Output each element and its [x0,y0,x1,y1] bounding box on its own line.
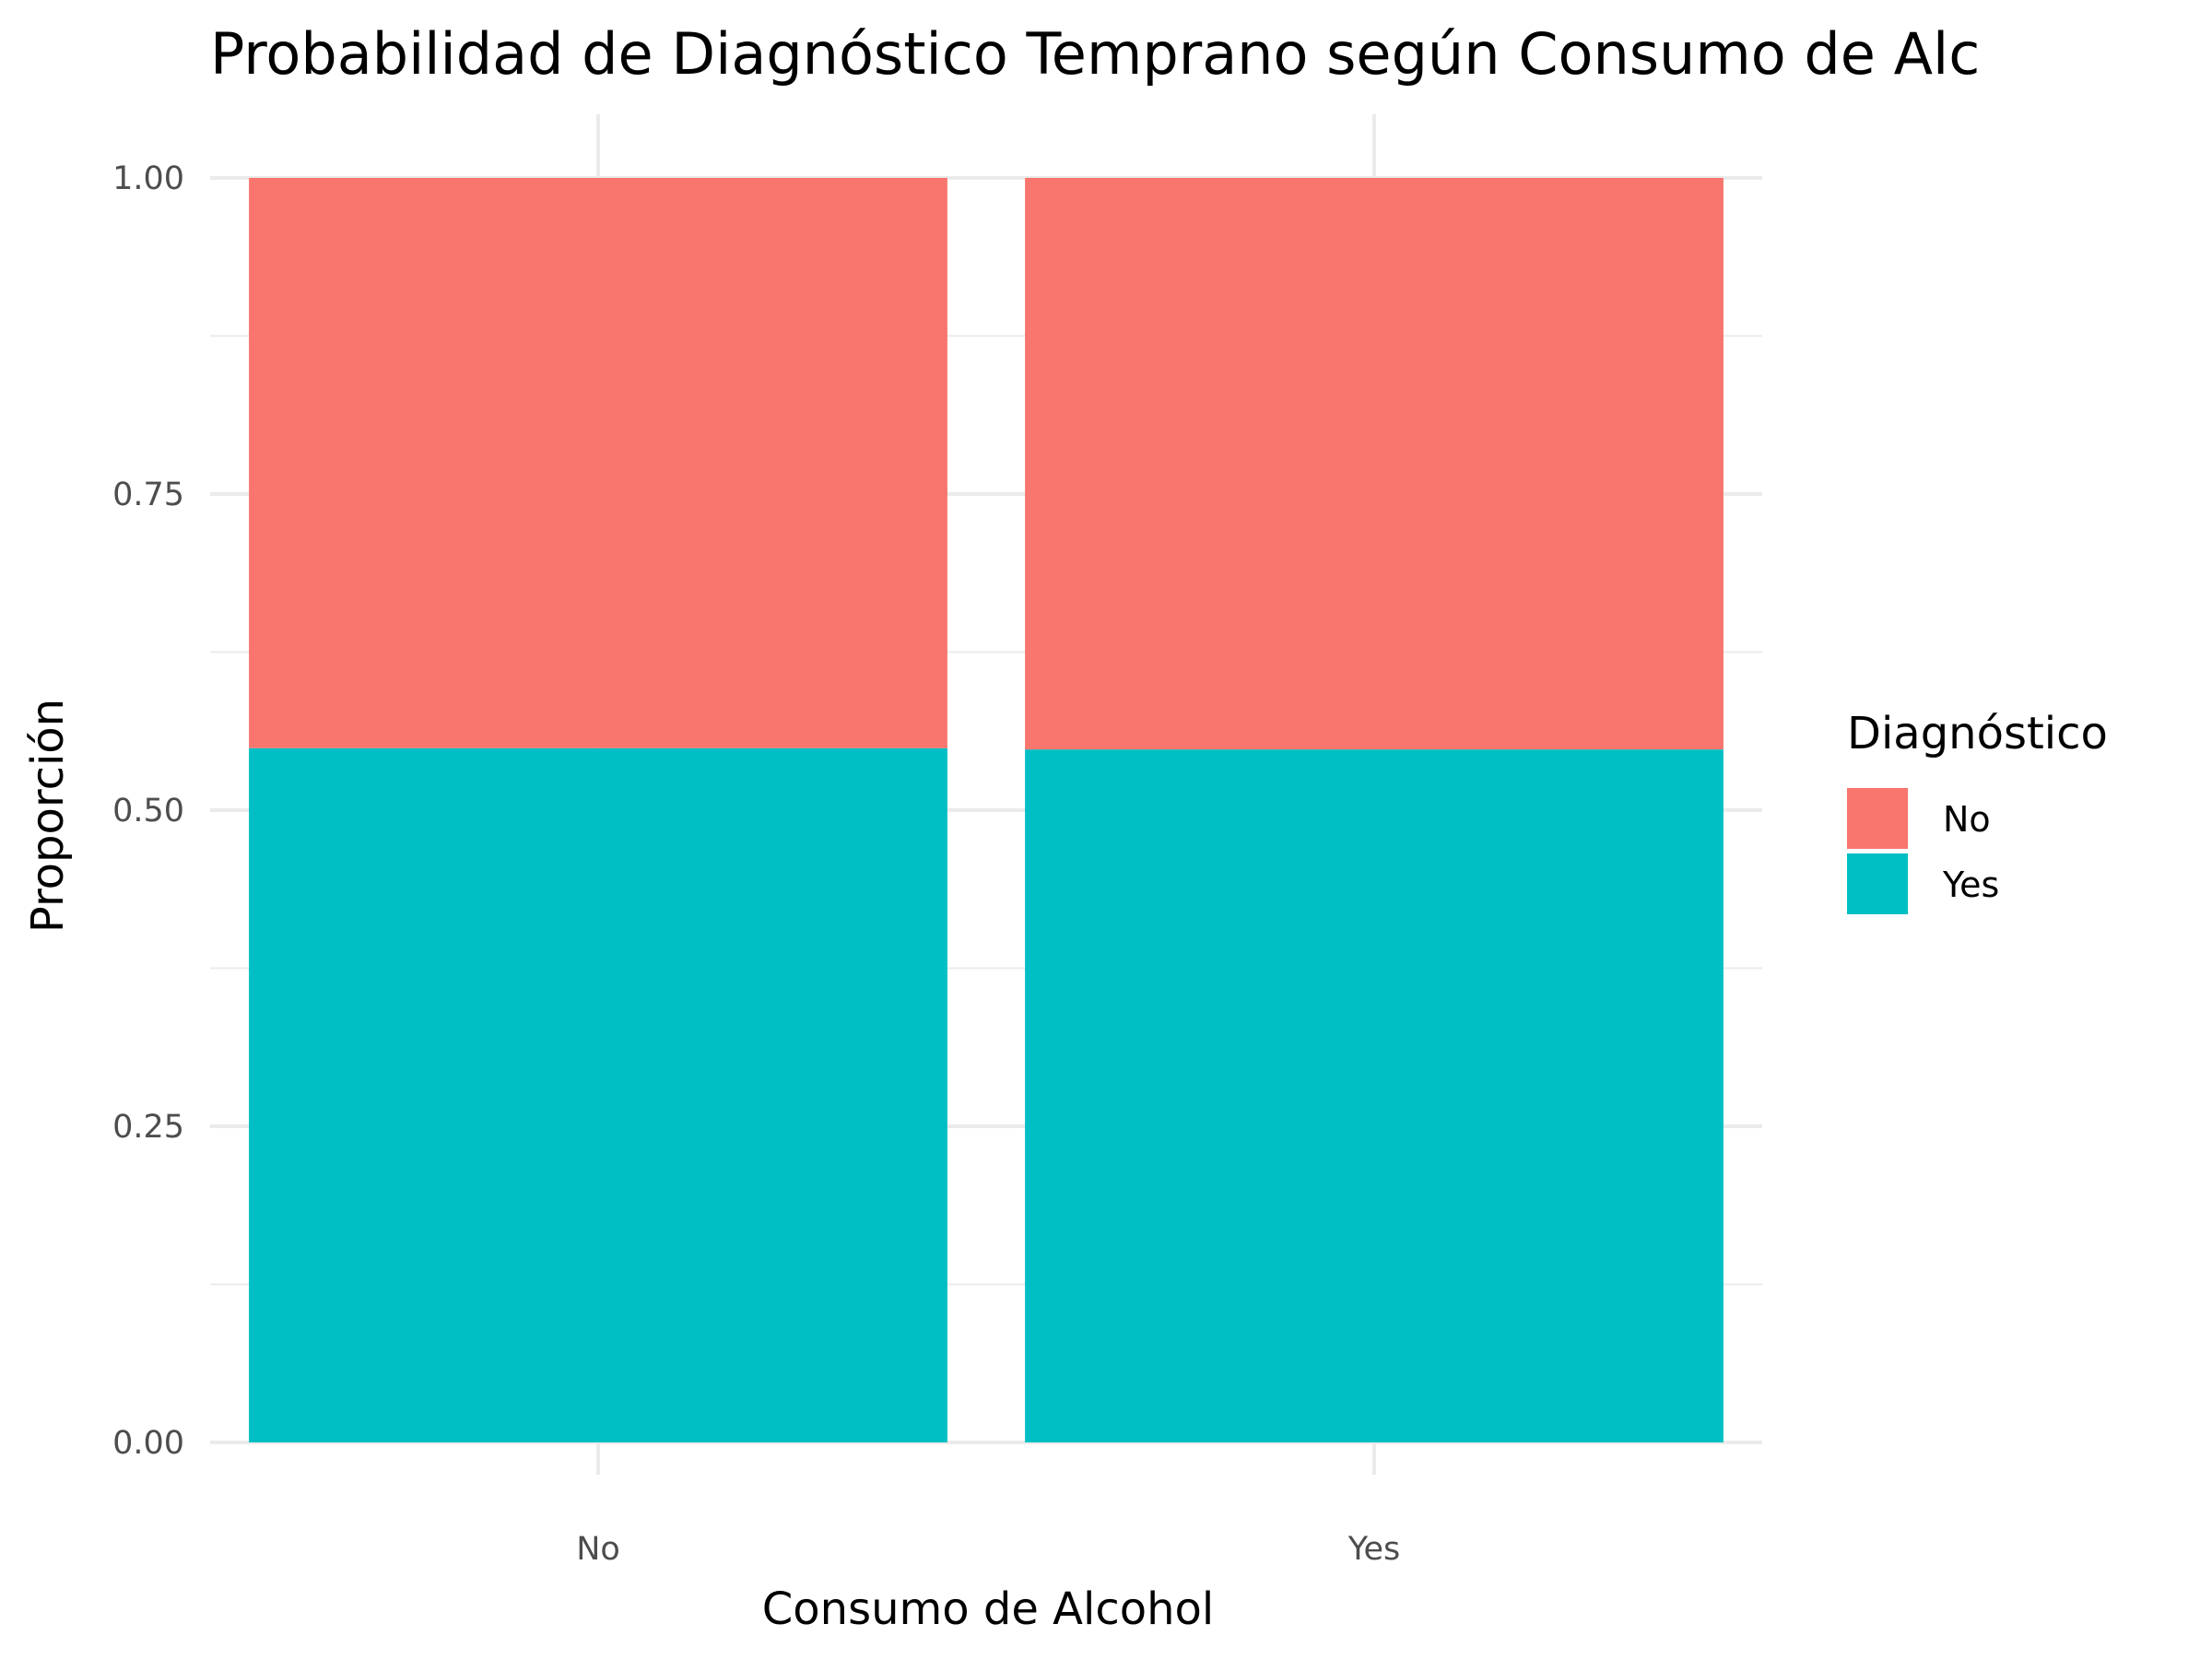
legend: Diagnóstico No Yes [1847,708,2108,914]
x-tick-label: No [576,1531,620,1568]
legend-label-yes: Yes [1942,865,1999,905]
legend-title: Diagnóstico [1847,708,2108,759]
bar-segment-no-no [249,178,947,748]
bar-segment-yes-yes [1025,749,1724,1442]
x-axis-tick-labels: No Yes [576,1531,1400,1568]
chart-title: Probabilidad de Diagnóstico Temprano seg… [210,20,1980,88]
y-axis-title: Proporción [22,699,74,933]
y-tick-label: 0.00 [112,1425,184,1462]
y-tick-label: 0.75 [112,477,184,513]
legend-label-no: No [1943,799,1991,840]
y-tick-label: 0.50 [112,793,184,830]
y-tick-label: 0.25 [112,1109,184,1146]
y-tick-label: 1.00 [112,160,184,197]
y-axis-tick-labels: 0.00 0.25 0.50 0.75 1.00 [112,160,184,1462]
stacked-bars [249,178,1724,1442]
bar-segment-yes-no [1025,178,1724,750]
legend-items: No Yes [1847,788,1999,914]
x-tick-label: Yes [1347,1531,1401,1568]
legend-key-no [1847,788,1908,849]
legend-key-yes [1847,853,1908,914]
bar-segment-no-yes [249,747,947,1442]
x-axis-title: Consumo de Alcohol [762,1583,1214,1635]
